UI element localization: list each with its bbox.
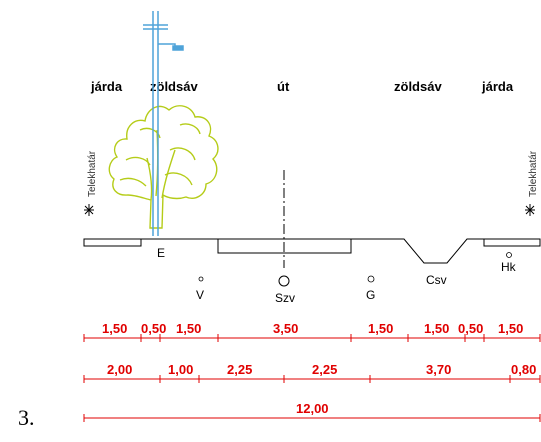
sidewalk-right (483, 238, 541, 247)
utility-label-csv: Csv (426, 273, 447, 287)
ground-profile (83, 170, 541, 268)
dim-row1-0: 1,50 (102, 321, 127, 336)
utility-label-g: G (366, 288, 375, 302)
utility-label-e: E (157, 246, 165, 260)
marker-v-icon (198, 276, 204, 282)
property-boundary-right: Telekhatár (525, 150, 539, 216)
dim-row1-6: 0,50 (458, 321, 483, 336)
utility-v: V (196, 276, 204, 302)
dim-row1-4: 1,50 (368, 321, 393, 336)
utility-label-hk: Hk (501, 260, 517, 274)
dim-row3-0: 12,00 (296, 401, 329, 416)
label-jarda-left: járda (90, 79, 123, 94)
dim-row2-5: 0,80 (511, 362, 536, 377)
dim-row1-5: 1,50 (424, 321, 449, 336)
dim-row2-3: 2,25 (312, 362, 337, 377)
figure-number: 3. (18, 405, 35, 430)
utility-szv: Szv (275, 275, 295, 305)
dim-row2-0: 2,00 (107, 362, 132, 377)
boundary-label-right: Telekhatár (528, 150, 539, 197)
ditch-csv (351, 238, 484, 264)
label-jarda-right: járda (481, 79, 514, 94)
sidewalk-left (83, 238, 142, 247)
dim-row2-4: 3,70 (426, 362, 451, 377)
dim-row1-3: 3,50 (273, 321, 298, 336)
label-ut: út (277, 79, 290, 94)
dimension-chains (83, 334, 541, 422)
dim-row1-2: 1,50 (176, 321, 201, 336)
marker-szv-icon (278, 275, 290, 287)
lamp-pole-icon (143, 11, 184, 236)
label-zoldsav-right: zöldsáv (394, 79, 442, 94)
dim-row1-1: 0,50 (141, 321, 166, 336)
marker-g-icon (367, 275, 375, 283)
dim-row2-2: 2,25 (227, 362, 252, 377)
property-boundary-left: Telekhatár (84, 150, 98, 216)
marker-hk-icon (506, 252, 512, 258)
boundary-label-left: Telekhatár (87, 150, 98, 197)
utility-label-v: V (196, 288, 204, 302)
dim-row2-1: 1,00 (168, 362, 193, 377)
tree-icon (108, 105, 219, 229)
utility-g: G (366, 275, 375, 302)
dim-row1-7: 1,50 (498, 321, 523, 336)
utility-hk: Hk (501, 252, 517, 274)
utility-label-szv: Szv (275, 291, 295, 305)
label-zoldsav-left: zöldsáv (150, 79, 198, 94)
